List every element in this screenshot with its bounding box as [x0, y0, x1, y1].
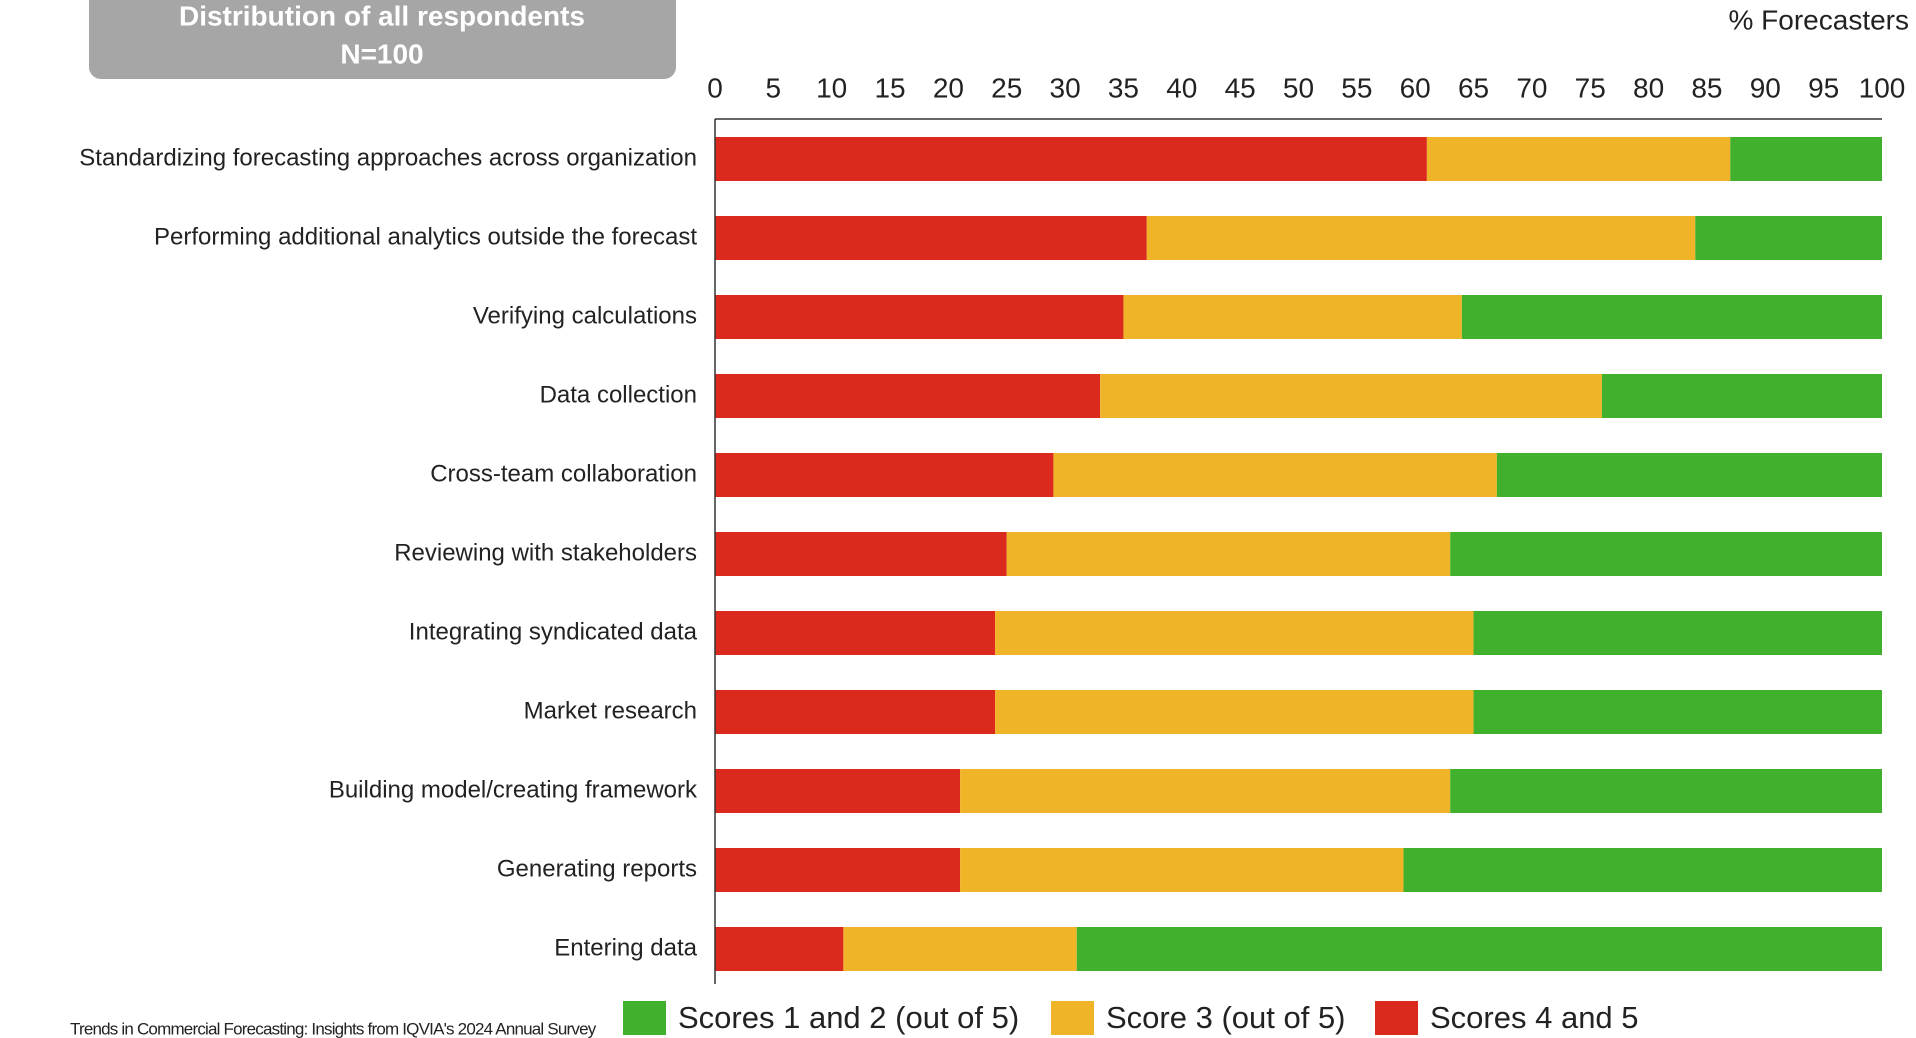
bar-segment	[960, 769, 1451, 813]
x-axis-label: % Forecasters	[1729, 4, 1910, 35]
bar-segment	[1123, 295, 1462, 339]
source: Trends in Commercial Forecasting: Insigh…	[70, 1019, 597, 1038]
x-tick-label: 65	[1458, 72, 1489, 103]
x-tick-label: 25	[991, 72, 1022, 103]
x-tick-label: 80	[1633, 72, 1664, 103]
legend-swatch	[1375, 1001, 1418, 1035]
bar-segment	[1100, 374, 1602, 418]
chart-title: Distribution of all respondents	[179, 0, 585, 31]
bar-segment	[1473, 611, 1882, 655]
x-tick-label: 10	[816, 72, 847, 103]
bar-segment	[1473, 690, 1882, 734]
x-tick-label: 20	[933, 72, 964, 103]
bar-segment	[995, 611, 1474, 655]
bar-segment	[1461, 295, 1882, 339]
y-tick-label: Data collection	[540, 381, 697, 408]
bar-segment	[715, 453, 1054, 497]
bar-segment	[1426, 137, 1731, 181]
x-tick-label: 85	[1691, 72, 1722, 103]
x-tick-label: 45	[1225, 72, 1256, 103]
y-tick-label: Cross-team collaboration	[430, 460, 697, 487]
x-tick-label: 95	[1808, 72, 1839, 103]
bar-segment	[715, 690, 996, 734]
legend-label: Scores 4 and 5	[1430, 1000, 1639, 1035]
legend-swatch	[1051, 1001, 1094, 1035]
bar-segment	[715, 374, 1101, 418]
x-tick-label: 15	[874, 72, 905, 103]
bar-segment	[1496, 453, 1882, 497]
bar-segment	[715, 927, 844, 971]
bar-segment	[715, 848, 961, 892]
bar-segment	[843, 927, 1077, 971]
chart-subtitle: N=100	[340, 38, 423, 69]
x-tick-label: 90	[1750, 72, 1781, 103]
x-tick-label: 0	[707, 72, 723, 103]
x-tick-label: 70	[1516, 72, 1547, 103]
x-tick-label: 55	[1341, 72, 1372, 103]
y-tick-label: Verifying calculations	[473, 302, 697, 329]
bar-segment	[1006, 532, 1451, 576]
y-tick-label: Standardizing forecasting approaches acr…	[79, 144, 697, 171]
bar-segment	[1146, 216, 1696, 260]
bar-segment	[1601, 374, 1882, 418]
x-tick-label: 60	[1400, 72, 1431, 103]
y-tick-label: Market research	[524, 697, 697, 724]
y-tick-label: Integrating syndicated data	[409, 618, 698, 645]
bar-segment	[1695, 216, 1882, 260]
x-tick-label: 40	[1166, 72, 1197, 103]
bar-segment	[1450, 532, 1882, 576]
bar-segment	[1730, 137, 1882, 181]
x-tick-label: 50	[1283, 72, 1314, 103]
legend-label: Scores 1 and 2 (out of 5)	[678, 1000, 1019, 1035]
y-tick-label: Reviewing with stakeholders	[394, 539, 697, 566]
x-tick-label: 100	[1859, 72, 1906, 103]
bar-segment	[715, 532, 1007, 576]
bar-segment	[995, 690, 1474, 734]
x-tick-label: 35	[1108, 72, 1139, 103]
y-tick-label: Performing additional analytics outside …	[154, 223, 697, 250]
legend-label: Score 3 (out of 5)	[1106, 1000, 1346, 1035]
bar-segment	[960, 848, 1404, 892]
x-tick-label: 5	[766, 72, 782, 103]
y-tick-label: Building model/creating framework	[329, 776, 698, 803]
bar-segment	[1450, 769, 1882, 813]
x-tick-label: 30	[1050, 72, 1081, 103]
x-tick-label: 75	[1575, 72, 1606, 103]
bar-segment	[1076, 927, 1882, 971]
bar-segment	[1053, 453, 1497, 497]
y-tick-label: Entering data	[554, 934, 697, 961]
bar-segment	[715, 769, 961, 813]
title-box	[89, 0, 676, 79]
legend-swatch	[623, 1001, 666, 1035]
bar-segment	[715, 137, 1427, 181]
y-tick-label: Generating reports	[497, 855, 697, 882]
bar-segment	[715, 295, 1124, 339]
bar-segment	[715, 611, 996, 655]
bar-segment	[1403, 848, 1882, 892]
bar-segment	[715, 216, 1147, 260]
